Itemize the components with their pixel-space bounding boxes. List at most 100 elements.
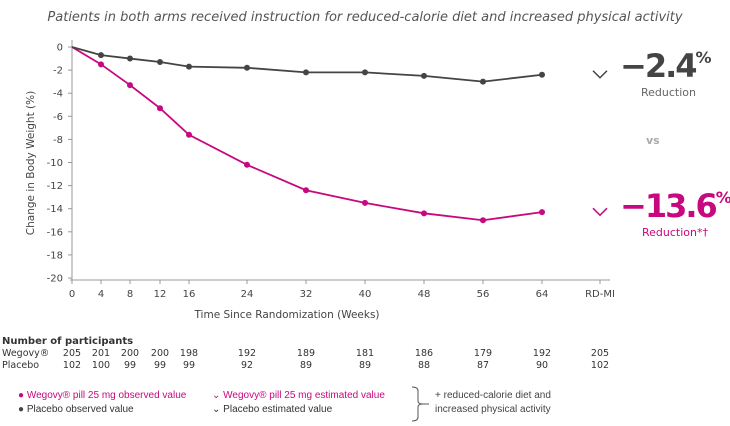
wegovy-data-point [186,131,192,138]
x-tick-label: 12 [154,289,167,300]
wegovy-result-value: −13.6 [620,187,718,225]
placebo-data-point [303,69,309,76]
bracket-icon [411,386,429,422]
participants-count: 87 [476,360,490,371]
placebo-result: −2.4% [620,47,712,85]
chart-title: Patients in both arms received instructi… [47,10,683,25]
placebo-data-point [244,64,250,71]
wegovy-data-point [98,61,104,68]
legend-note: + reduced-calorie diet and increased phy… [435,389,551,417]
y-tick-label: 0 [57,43,63,54]
wegovy-data-point [421,210,427,217]
placebo-data-point [362,69,368,76]
x-tick-label: 16 [183,289,196,300]
participants-count: 192 [237,348,257,359]
x-tick-label: 8 [127,289,133,300]
participants-count: 89 [358,360,372,371]
x-tick-label: 24 [241,289,254,300]
participants-count: 181 [355,348,375,359]
x-tick-label: 64 [536,289,549,300]
legend-placebo-estimated: ⌄ Placebo estimated value [212,403,332,416]
participants-count: 186 [414,348,434,359]
participants-count: 189 [296,348,316,359]
participants-count: 99 [182,360,196,371]
wegovy-data-point [157,105,163,112]
legend-label: Wegovy® pill 25 mg observed value [26,390,187,401]
placebo-data-point [98,52,104,59]
legend-note-line2: increased physical activity [435,404,551,415]
x-tick-label: RD-MI [585,289,615,300]
participants-header: Number of participants [2,336,134,347]
participants-row-label: Placebo [2,360,40,371]
dot-icon: ● [18,390,25,401]
participants-count: 200 [150,348,170,359]
legend-note-line1: + reduced-calorie diet and [435,390,551,401]
x-axis-label: Time Since Randomization (Weeks) [193,309,379,321]
participants-count: 90 [535,360,549,371]
y-tick-label: -10 [47,158,63,169]
participants-count: 102 [62,360,82,371]
participants-count: 205 [62,348,82,359]
y-tick-label: -14 [47,204,63,215]
wegovy-data-point [244,161,250,168]
participants-count: 205 [590,348,610,359]
participants-count: 192 [532,348,552,359]
placebo-data-point [480,78,486,85]
placebo-data-point [127,55,133,62]
placebo-data-point [157,59,163,66]
participants-count: 201 [91,348,111,359]
wegovy-estimated-chevron-icon [592,207,608,217]
participants-count: 102 [590,360,610,371]
dot-icon: ● [18,404,25,415]
legend-wegovy-observed: ● Wegovy® pill 25 mg observed value [18,389,186,402]
chevron-down-icon: ⌄ [212,404,221,415]
y-tick-label: -16 [47,227,63,238]
participants-row-label: Wegovy® [2,348,50,359]
legend-label: Placebo observed value [26,404,134,415]
wegovy-data-point [480,217,486,224]
participants-count: 99 [153,360,167,371]
participants-count: 89 [299,360,313,371]
y-tick-label: -4 [53,89,63,100]
placebo-result-label: Reduction [641,86,696,99]
participants-count: 88 [417,360,431,371]
placebo-estimated-chevron-icon [592,70,608,79]
placebo-data-point [539,71,545,78]
y-axis-label: Change in Body Weight (%) [25,91,37,235]
placebo-data-point [421,72,427,79]
participants-count: 179 [473,348,493,359]
x-tick-label: 0 [69,289,75,300]
placebo-result-value: −2.4 [620,47,697,85]
legend-label: Wegovy® pill 25 mg estimated value [223,390,385,401]
y-tick-label: -12 [47,181,63,192]
y-tick-label: -6 [53,112,63,123]
legend-placebo-observed: ● Placebo observed value [18,403,134,416]
participants-count: 198 [179,348,199,359]
y-tick-label: -20 [47,274,63,285]
wegovy-result: −13.6% [620,187,730,225]
participants-count: 92 [240,360,254,371]
line-chart: 0-2-4-6-8-10-12-14-16-18-200 4 8 12 16 24 32 40… [25,40,615,321]
legend-label: Placebo estimated value [223,404,333,415]
wegovy-result-label: Reduction*† [642,226,708,239]
wegovy-data-point [127,82,133,89]
participants-count: 99 [123,360,137,371]
wegovy-data-point [539,209,545,216]
x-tick-label: 32 [300,289,313,300]
x-tick-label: 56 [477,289,490,300]
x-tick-label: 48 [418,289,431,300]
y-tick-label: -2 [53,66,63,77]
chevron-down-icon: ⌄ [212,390,221,401]
placebo-series-line [71,46,543,83]
x-tick-label: 4 [98,289,104,300]
placebo-result-pct: % [695,48,712,67]
y-tick-label: -8 [53,135,63,146]
vs-label: vs [646,134,660,147]
legend-wegovy-estimated: ⌄ Wegovy® pill 25 mg estimated value [212,389,385,402]
participants-count: 100 [91,360,111,371]
y-tick-label: -18 [47,250,63,261]
wegovy-data-point [362,199,368,206]
placebo-data-point [186,63,192,70]
wegovy-data-point [303,187,309,194]
